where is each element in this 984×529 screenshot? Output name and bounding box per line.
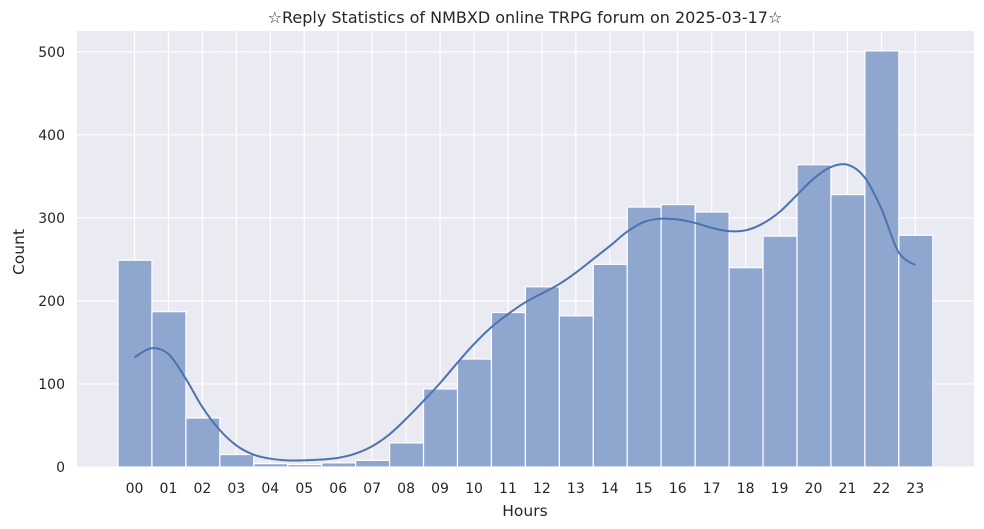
x-tick-label: 00 [126, 481, 144, 497]
bar-hour-05 [287, 463, 323, 468]
x-tick-label: 01 [160, 481, 178, 497]
x-tick-label: 08 [397, 481, 415, 497]
x-tick-label: 17 [703, 481, 721, 497]
bar-hour-00 [117, 259, 153, 468]
bar-hour-20 [796, 164, 832, 468]
x-tick-label: 02 [193, 481, 211, 497]
x-tick-label: 23 [906, 481, 924, 497]
bar-hour-11 [490, 311, 527, 468]
x-axis-title: Hours [502, 502, 547, 520]
bars [117, 50, 934, 468]
x-tick-label: 20 [805, 481, 823, 497]
y-tick-label: 100 [38, 377, 65, 393]
bar-hour-02 [185, 417, 221, 468]
x-tick-label: 14 [601, 481, 619, 497]
bar-hour-03 [219, 453, 255, 468]
x-tick-labels: 00 01 02 03 04 05 06 07 08 09 10 11 12 13 14 15 16 17 18 19… [126, 481, 925, 497]
bar-hour-22 [864, 50, 900, 468]
x-tick-label: 21 [839, 481, 857, 497]
x-tick-label: 11 [499, 481, 517, 497]
bar-hour-14 [592, 263, 628, 468]
bar-hour-09 [422, 388, 459, 468]
x-tick-label: 10 [465, 481, 483, 497]
bar-hour-21 [830, 194, 866, 468]
x-tick-label: 15 [635, 481, 653, 497]
bar-hour-17 [694, 211, 730, 468]
x-tick-label: 05 [295, 481, 313, 497]
y-tick-label: 200 [38, 294, 65, 310]
kde-curve [133, 163, 916, 462]
x-tick-label: 18 [737, 481, 755, 497]
bar-hour-23 [898, 234, 934, 468]
y-axis-title: Count [10, 229, 28, 275]
bar-hour-08 [389, 442, 425, 468]
bar-hour-19 [762, 235, 798, 468]
x-tick-label: 13 [567, 481, 585, 497]
x-tick-label: 09 [431, 481, 449, 497]
x-tick-label: 12 [533, 481, 551, 497]
chart-title: ☆Reply Statistics of NMBXD online TRPG f… [268, 8, 783, 27]
x-tick-label: 22 [872, 481, 890, 497]
bar-hour-04 [253, 463, 289, 468]
bar-hour-16 [660, 203, 696, 468]
x-tick-label: 07 [363, 481, 381, 497]
x-tick-label: 06 [329, 481, 347, 497]
bar-hour-18 [728, 267, 764, 468]
bar-hour-15 [626, 206, 662, 468]
y-tick-label: 0 [56, 460, 65, 476]
bar-hour-12 [524, 286, 560, 468]
y-tick-label: 400 [38, 128, 65, 144]
bar-hour-13 [558, 315, 594, 468]
x-tick-label: 16 [669, 481, 687, 497]
x-tick-label: 04 [261, 481, 279, 497]
bar-hour-10 [456, 358, 493, 468]
bar-hour-07 [355, 459, 391, 468]
y-tick-label: 300 [38, 211, 65, 227]
x-tick-label: 19 [771, 481, 789, 497]
bar-hour-06 [321, 462, 357, 468]
x-tick-label: 03 [227, 481, 245, 497]
y-tick-labels: 0 100 200 300 400 500 [38, 45, 65, 476]
y-tick-label: 500 [38, 45, 65, 61]
bar-hour-01 [151, 311, 187, 468]
